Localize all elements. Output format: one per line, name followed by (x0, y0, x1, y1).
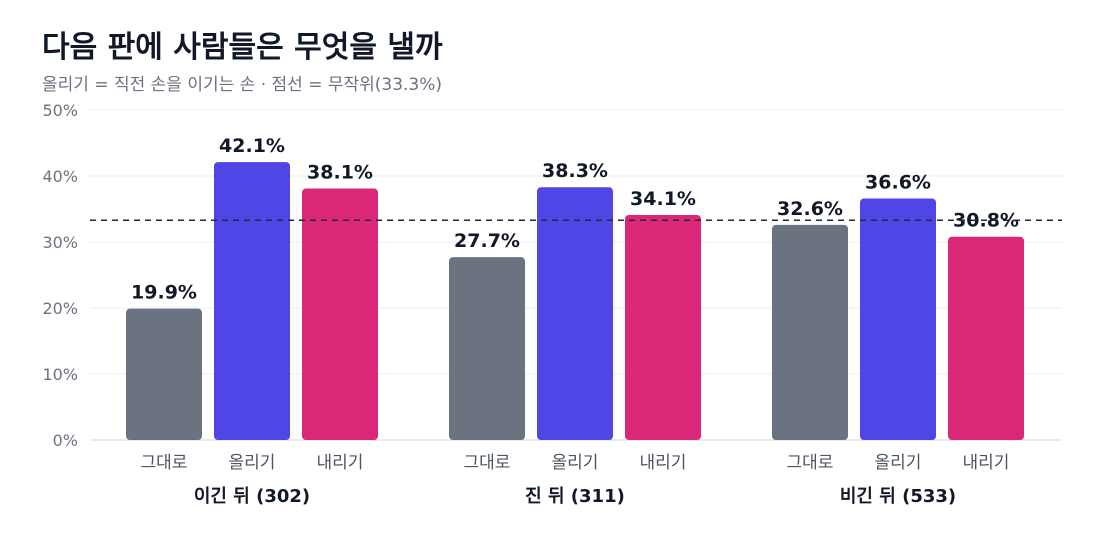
x-tick-label: 올리기 (229, 453, 276, 473)
x-tick-label: 그대로 (141, 453, 188, 473)
x-tick-label: 올리기 (552, 453, 599, 473)
y-tick-label: 10% (42, 365, 78, 384)
bar (537, 187, 613, 440)
y-tick-label: 30% (42, 233, 78, 252)
y-tick-label: 40% (42, 167, 78, 186)
x-tick-label: 그대로 (787, 453, 834, 473)
data-label: 38.3% (542, 160, 608, 182)
bar (449, 257, 525, 440)
x-tick-label: 올리기 (875, 453, 922, 473)
data-label: 36.6% (865, 171, 931, 193)
bar (302, 188, 378, 440)
data-label: 32.6% (777, 198, 843, 220)
chart-title: 다음 판에 사람들은 무엇을 낼까 (42, 30, 443, 65)
bar (625, 214, 701, 440)
group-label: 이긴 뒤 (302) (194, 486, 310, 507)
bar (772, 224, 848, 440)
chart-subtitle: 올리기 = 직전 손을 이기는 손 · 점선 = 무작위(33.3%) (42, 75, 443, 95)
data-label: 19.9% (131, 282, 197, 304)
y-tick-label: 0% (53, 431, 78, 450)
data-label: 38.1% (307, 162, 373, 184)
bar (860, 198, 936, 440)
group-label: 비긴 뒤 (533) (840, 486, 956, 507)
bar (126, 308, 202, 440)
x-tick-label: 내리기 (640, 453, 687, 473)
bar (214, 162, 290, 440)
group-label: 진 뒤 (311) (525, 486, 625, 507)
x-tick-label: 그대로 (464, 453, 511, 473)
data-label: 27.7% (454, 230, 520, 252)
bar (948, 236, 1024, 440)
data-label: 34.1% (630, 188, 696, 210)
y-tick-label: 50% (42, 101, 78, 120)
x-tick-label: 내리기 (317, 453, 364, 473)
x-tick-label: 내리기 (963, 453, 1010, 473)
data-label: 42.1% (219, 135, 285, 157)
y-tick-label: 20% (42, 299, 78, 318)
